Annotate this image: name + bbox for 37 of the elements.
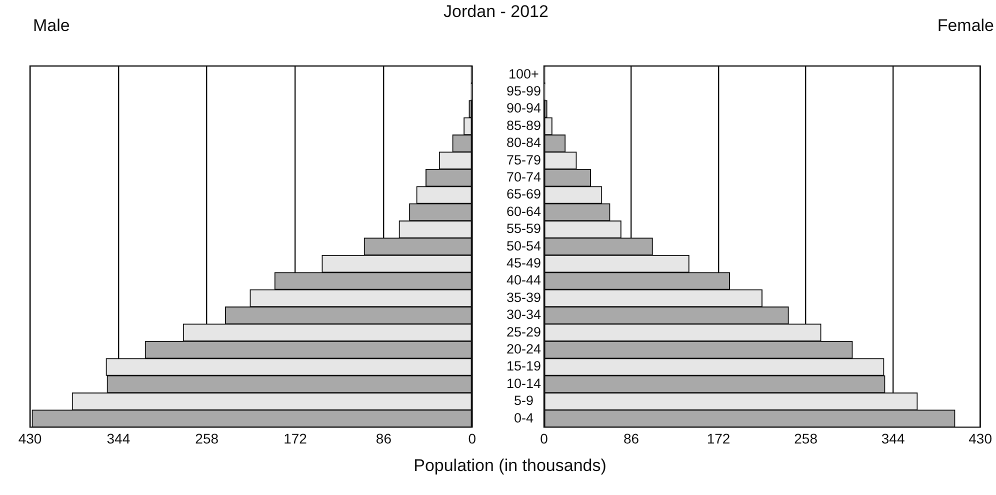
y-tick-label: 5-9 [514, 393, 534, 408]
x-tick-label: 0 [468, 430, 476, 446]
y-tick-label: 90-94 [506, 100, 542, 116]
x-tick-label: 172 [284, 430, 308, 446]
y-tick-label: 30-34 [506, 307, 542, 322]
y-tick-label: 55-59 [506, 221, 541, 236]
y-tick-label: 40-44 [506, 272, 542, 288]
y-tick-label: 80-84 [506, 135, 542, 150]
y-tick-label: 0-4 [514, 410, 534, 426]
x-tick-label: 258 [794, 430, 818, 446]
x-tick-label: 430 [968, 430, 992, 446]
y-tick-label: 45-49 [506, 256, 541, 271]
x-tick-label: 258 [195, 430, 219, 446]
x-tick-label: 344 [106, 430, 130, 446]
y-tick-label: 35-39 [506, 290, 541, 305]
chart-subtitle: Female [937, 16, 994, 36]
x-tick-label: 86 [376, 430, 392, 446]
y-tick-label: 100+ [508, 66, 540, 82]
x-tick-label: 0 [540, 430, 548, 446]
y-tick-label: 65-69 [506, 186, 541, 202]
y-tick-label: 95-99 [506, 84, 541, 99]
chart-title: Jordan - 2012 [444, 2, 548, 22]
y-tick-label: 75-79 [506, 152, 541, 168]
y-tick-label: 85-89 [506, 118, 541, 133]
x-tick-label: 172 [706, 430, 730, 446]
y-tick-label: 20-24 [506, 342, 542, 357]
chart-subtitle: Male [33, 16, 70, 36]
y-tick-label: 10-14 [506, 376, 542, 391]
y-tick-label: 25-29 [506, 324, 541, 340]
x-axis-title: Population (in thousands) [414, 456, 606, 476]
y-tick-label: 15-19 [506, 358, 541, 374]
y-tick-label: 50-54 [506, 238, 542, 254]
y-tick-label: 60-64 [506, 204, 542, 219]
x-tick-label: 344 [881, 430, 905, 446]
x-tick-label: 86 [623, 430, 640, 446]
x-tick-label: 430 [18, 430, 42, 446]
y-tick-label: 70-74 [506, 170, 542, 185]
